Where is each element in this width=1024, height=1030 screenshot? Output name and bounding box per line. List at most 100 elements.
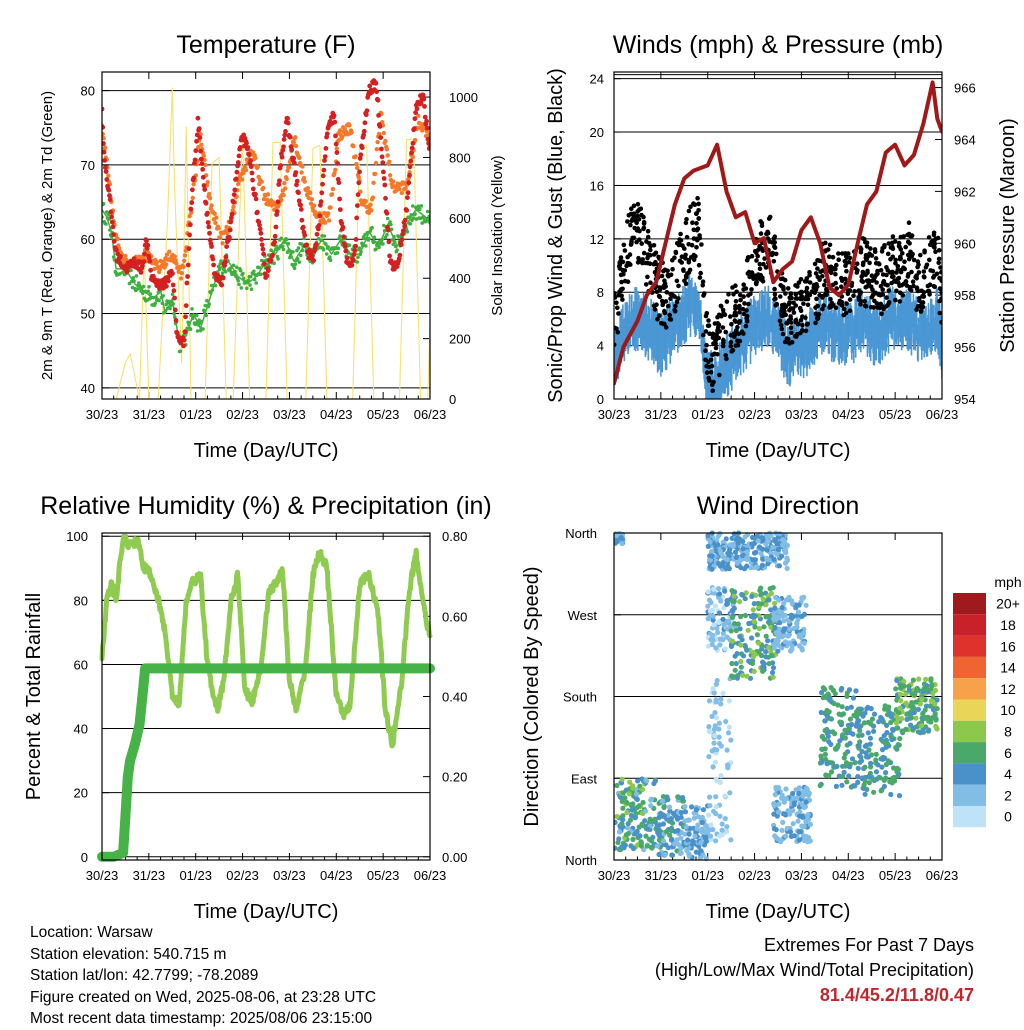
data-point bbox=[291, 156, 297, 161]
data-point bbox=[644, 778, 650, 784]
chart-title: Winds (mph) & Pressure (mb) bbox=[613, 31, 944, 59]
data-point bbox=[337, 207, 343, 213]
data-point bbox=[731, 621, 738, 627]
data-point bbox=[338, 234, 342, 238]
data-point bbox=[755, 538, 761, 544]
data-point bbox=[760, 546, 766, 552]
data-point bbox=[746, 293, 751, 298]
x-axis-label: Time (Day/UTC) bbox=[194, 440, 339, 462]
data-point bbox=[692, 833, 698, 839]
data-point bbox=[853, 688, 859, 694]
data-point bbox=[205, 298, 209, 303]
data-point bbox=[858, 245, 863, 250]
data-point bbox=[910, 279, 916, 285]
data-point bbox=[798, 829, 804, 835]
data-point bbox=[733, 299, 739, 304]
data-point bbox=[707, 833, 714, 839]
data-point bbox=[106, 173, 111, 178]
data-point bbox=[102, 136, 106, 141]
data-point bbox=[902, 259, 907, 265]
data-point bbox=[830, 729, 836, 735]
data-point bbox=[760, 596, 766, 602]
x-tick-label: 01/23 bbox=[179, 868, 212, 883]
data-point bbox=[717, 813, 723, 819]
data-point bbox=[649, 845, 655, 851]
data-point bbox=[160, 301, 165, 306]
data-point bbox=[772, 292, 778, 297]
data-point bbox=[405, 195, 410, 201]
data-point bbox=[884, 740, 890, 746]
data-point bbox=[812, 290, 817, 296]
data-point bbox=[683, 256, 688, 261]
data-point bbox=[926, 727, 932, 733]
data-point bbox=[889, 737, 895, 743]
data-point bbox=[778, 839, 784, 845]
data-point bbox=[749, 660, 756, 667]
data-point bbox=[844, 301, 849, 306]
data-point bbox=[672, 828, 678, 835]
data-point bbox=[724, 634, 730, 640]
data-point bbox=[300, 164, 305, 169]
data-point bbox=[903, 244, 908, 250]
data-point bbox=[249, 170, 255, 176]
data-point bbox=[786, 302, 792, 307]
data-point bbox=[723, 329, 728, 335]
data-point bbox=[317, 213, 323, 219]
data-point bbox=[881, 777, 887, 783]
data-point bbox=[711, 622, 717, 628]
data-point bbox=[670, 257, 675, 263]
data-point bbox=[919, 288, 924, 294]
y-tick-label: South bbox=[563, 690, 597, 705]
data-point bbox=[392, 234, 396, 239]
data-point bbox=[630, 235, 635, 241]
data-point bbox=[705, 643, 712, 649]
data-point bbox=[708, 599, 714, 606]
data-point bbox=[624, 799, 630, 806]
data-point bbox=[410, 154, 415, 160]
chart-title: Wind Direction bbox=[697, 492, 860, 520]
data-point bbox=[266, 268, 271, 273]
data-point bbox=[934, 706, 940, 712]
data-point bbox=[367, 236, 371, 241]
data-point bbox=[723, 353, 728, 358]
data-point bbox=[294, 178, 300, 184]
data-point bbox=[314, 231, 320, 237]
data-point bbox=[260, 246, 266, 252]
data-point bbox=[420, 92, 426, 98]
data-point bbox=[408, 222, 413, 226]
data-point bbox=[894, 714, 900, 720]
data-point bbox=[726, 292, 731, 297]
data-point bbox=[674, 278, 680, 284]
y2-tick-label: 954 bbox=[954, 392, 976, 407]
data-point bbox=[299, 253, 303, 258]
data-point bbox=[824, 292, 829, 298]
data-point bbox=[735, 621, 741, 627]
data-point bbox=[171, 288, 177, 294]
data-point bbox=[195, 329, 200, 333]
data-point bbox=[863, 303, 868, 309]
data-point bbox=[791, 300, 796, 306]
data-point bbox=[796, 602, 802, 608]
data-point bbox=[836, 257, 841, 263]
data-point bbox=[229, 211, 235, 217]
data-point bbox=[279, 154, 285, 160]
data-point bbox=[108, 209, 114, 215]
data-point bbox=[685, 837, 691, 843]
data-point bbox=[164, 283, 169, 289]
data-point bbox=[756, 626, 763, 632]
data-point bbox=[652, 307, 658, 312]
data-point bbox=[734, 675, 741, 681]
data-point bbox=[737, 310, 742, 315]
y2-tick-label: 0.40 bbox=[442, 690, 467, 705]
data-point bbox=[929, 715, 935, 721]
data-point bbox=[733, 343, 739, 348]
data-point bbox=[880, 287, 885, 292]
y-tick-label: 80 bbox=[74, 593, 88, 608]
data-point bbox=[918, 723, 925, 729]
y2-tick-label: 964 bbox=[954, 132, 976, 147]
data-point bbox=[900, 293, 906, 298]
data-point bbox=[850, 695, 857, 701]
y2-tick-label: 600 bbox=[449, 211, 471, 226]
data-point bbox=[838, 687, 844, 693]
data-point bbox=[840, 711, 847, 717]
